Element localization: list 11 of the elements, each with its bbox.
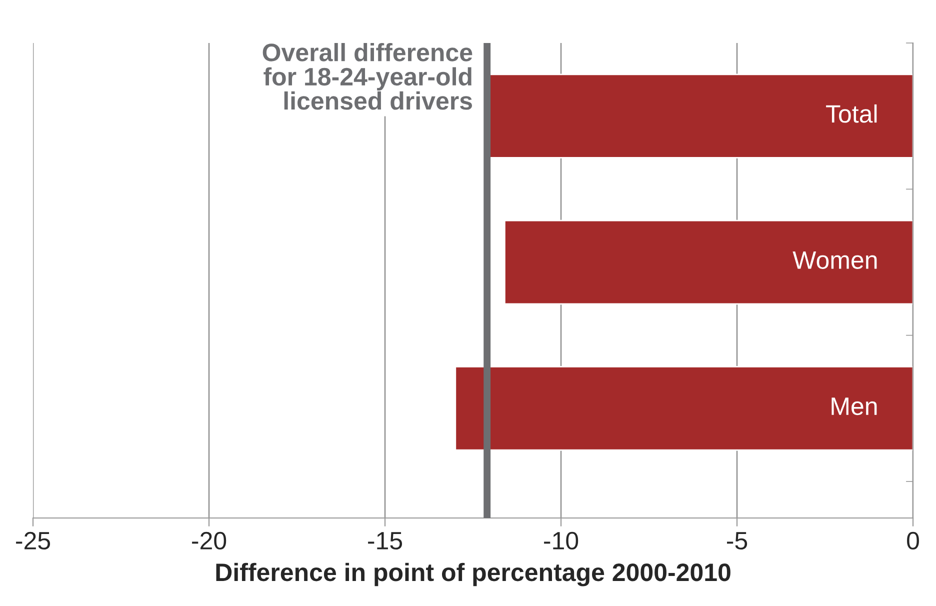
y-tick-label: Men	[832, 398, 877, 416]
x-tick-label: -5	[726, 532, 748, 550]
y-tick-label: Women	[792, 251, 877, 269]
x-tick-label: -15	[368, 532, 402, 550]
x-axis-title: Difference in point of percentage 2000-2010	[216, 562, 730, 586]
x-tick-label: -20	[192, 532, 226, 550]
y-tick-label: Total	[826, 104, 877, 123]
x-tick-label: -10	[544, 532, 578, 550]
ref-line-label: Overall difference for 18-24-year-old licensed drivers	[262, 43, 472, 110]
x-tick-label: 0	[907, 532, 919, 550]
x-tick-label: -25	[16, 532, 50, 550]
